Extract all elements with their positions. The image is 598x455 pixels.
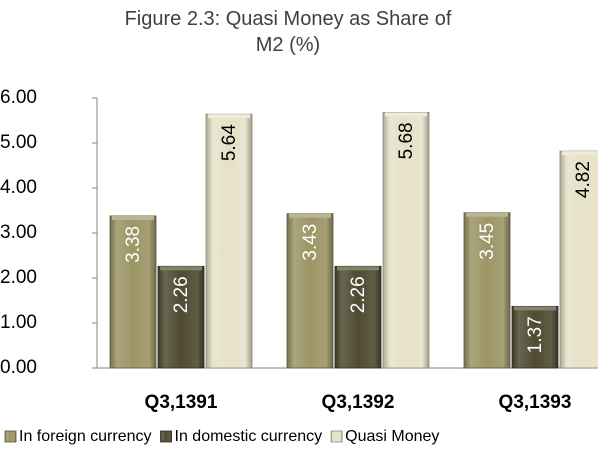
y-tick-label: 4.00 bbox=[0, 177, 37, 198]
bar-top bbox=[337, 266, 379, 271]
bar bbox=[205, 113, 253, 369]
legend-swatch bbox=[330, 430, 343, 443]
y-tick-label: 0.00 bbox=[0, 357, 37, 378]
bar-top bbox=[466, 212, 508, 217]
y-tick-label: 2.00 bbox=[0, 267, 37, 288]
data-label: 3.45 bbox=[477, 223, 498, 260]
data-label: 2.26 bbox=[171, 276, 192, 313]
bar-top bbox=[160, 266, 202, 271]
data-label: 5.64 bbox=[219, 124, 240, 161]
bar-top bbox=[385, 112, 427, 117]
data-label: 1.37 bbox=[525, 316, 546, 353]
bar bbox=[382, 112, 430, 369]
data-label: 3.43 bbox=[300, 224, 321, 261]
legend-label: In domestic currency bbox=[175, 428, 323, 445]
y-tick-label: 1.00 bbox=[0, 312, 37, 333]
chart-title: Figure 2.3: Quasi Money as Share of M2 (… bbox=[124, 8, 452, 56]
bar-top bbox=[112, 215, 154, 220]
legend-swatch bbox=[160, 430, 172, 443]
bar-top bbox=[208, 114, 250, 119]
legend-label: Quasi Money bbox=[345, 428, 439, 445]
data-label: 3.38 bbox=[123, 226, 144, 263]
x-tick-label: Q3,1393 bbox=[499, 392, 572, 413]
x-tick-label: Q3,1391 bbox=[145, 392, 218, 413]
y-tick-label: 5.00 bbox=[0, 132, 37, 153]
legend-label: In foreign currency bbox=[19, 428, 152, 445]
data-label: 2.26 bbox=[348, 276, 369, 313]
legend-swatch bbox=[4, 430, 17, 443]
bar bbox=[109, 215, 157, 369]
data-label: 5.68 bbox=[396, 122, 417, 159]
y-tick-label: 6.00 bbox=[0, 87, 37, 108]
bar bbox=[334, 265, 382, 369]
y-tick-label: 3.00 bbox=[0, 222, 37, 243]
x-tick-label: Q3,1392 bbox=[322, 392, 395, 413]
bar bbox=[157, 265, 205, 369]
bar bbox=[559, 150, 598, 369]
bar-top bbox=[289, 213, 331, 218]
bar bbox=[511, 305, 559, 369]
bar bbox=[286, 213, 334, 369]
bar-top bbox=[562, 151, 598, 156]
bar-top bbox=[514, 306, 556, 311]
data-label: 4.82 bbox=[573, 161, 594, 198]
